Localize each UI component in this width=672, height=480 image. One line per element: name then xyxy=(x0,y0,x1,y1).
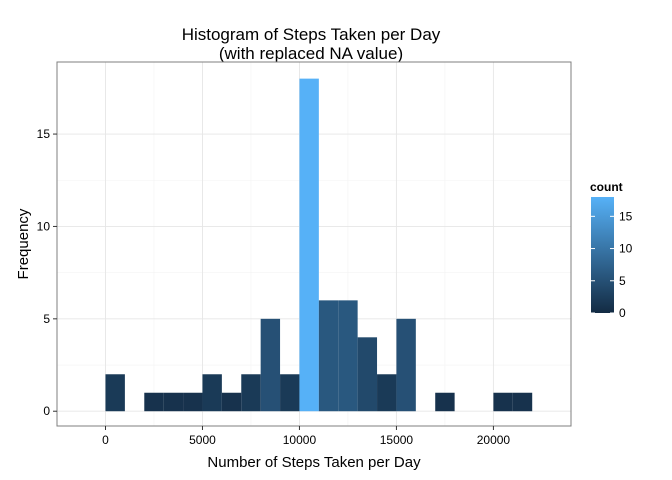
histogram-bar xyxy=(338,300,358,412)
chart-title-line-1: Histogram of Steps Taken per Day xyxy=(182,25,441,44)
histogram-bar xyxy=(105,374,125,412)
x-tick-label: 0 xyxy=(102,433,109,447)
x-axis-title: Number of Steps Taken per Day xyxy=(207,454,421,471)
chart-title-line-2: (with replaced NA value) xyxy=(219,44,403,63)
histogram-bar xyxy=(163,392,184,412)
histogram-bar xyxy=(221,392,242,412)
x-tick-label: 20000 xyxy=(477,433,511,447)
legend-tick-label: 5 xyxy=(619,274,626,288)
y-tick-label: 0 xyxy=(43,404,50,418)
x-axis-ticks: 0 5000 10000 15000 20000 xyxy=(102,426,510,447)
histogram-bar xyxy=(318,300,339,412)
histogram-bar xyxy=(493,392,513,412)
histogram-bar xyxy=(241,374,261,412)
histogram-bar xyxy=(202,374,222,412)
histogram-bar xyxy=(183,392,203,412)
legend-ticks: 0 5 10 15 xyxy=(591,209,633,320)
x-tick-label: 15000 xyxy=(380,433,414,447)
histogram-bar xyxy=(299,78,319,412)
legend-tick-label: 10 xyxy=(619,242,633,256)
y-tick-label: 15 xyxy=(37,127,51,141)
legend-title: count xyxy=(590,180,623,194)
histogram-bar xyxy=(144,392,164,412)
histogram-bar xyxy=(357,337,378,412)
y-tick-label: 10 xyxy=(37,219,51,233)
histogram-bar xyxy=(435,392,455,412)
histogram-bars xyxy=(105,78,533,412)
plot-panel-border xyxy=(56,61,572,427)
color-legend: count 0 5 10 15 xyxy=(590,180,633,320)
x-tick-label: 5000 xyxy=(189,433,216,447)
histogram-bar xyxy=(260,318,281,412)
y-tick-label: 5 xyxy=(43,312,50,326)
legend-tick-label: 0 xyxy=(619,306,626,320)
legend-colorbar xyxy=(591,197,614,313)
histogram-bar xyxy=(512,392,533,412)
histogram-bar xyxy=(280,374,300,412)
legend-tick-label: 15 xyxy=(619,209,633,223)
histogram-bar xyxy=(377,374,397,412)
histogram-bar xyxy=(396,318,416,412)
x-tick-label: 10000 xyxy=(283,433,317,447)
y-axis-ticks: 0 5 10 15 xyxy=(37,127,57,418)
y-axis-title: Frequency xyxy=(15,208,32,279)
